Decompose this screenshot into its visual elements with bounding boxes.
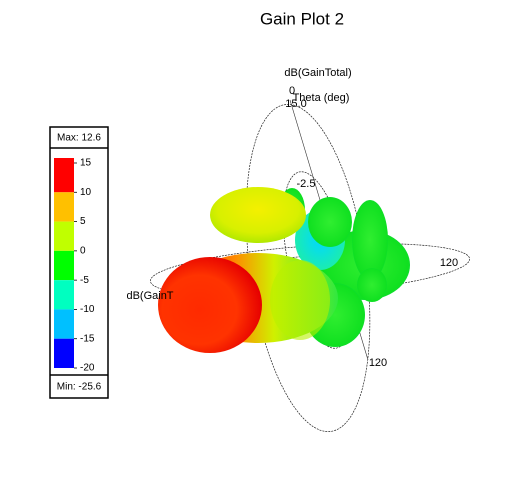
- colorbar-tick-label: 15: [80, 158, 92, 169]
- axis-text: dB(GainT: [126, 290, 173, 302]
- colorbar-band: [54, 192, 74, 222]
- colorbar-band: [54, 280, 74, 310]
- colorbar-tick-label: 10: [80, 187, 92, 198]
- colorbar-band: [54, 309, 74, 339]
- axis-text: -2.5: [297, 178, 316, 190]
- axis-label: Theta (deg): [293, 92, 350, 104]
- axis-text: 0: [289, 85, 295, 97]
- colorbar-tick-label: -5: [80, 275, 89, 286]
- colorbar-tick-label: -15: [80, 333, 95, 344]
- colorbar-band: [54, 221, 74, 251]
- colorbar-band: [54, 338, 74, 368]
- colorbar-min: Min: -25.6: [57, 382, 102, 393]
- colorbar-tick-label: 0: [80, 245, 86, 256]
- quantity-label: dB(GainTotal): [284, 67, 351, 79]
- chart-title: Gain Plot 2: [260, 9, 344, 28]
- colorbar-tick-label: -10: [80, 304, 95, 315]
- colorbar-max: Max: 12.6: [57, 133, 101, 144]
- axis-text: 120: [369, 357, 387, 369]
- colorbar-tick-label: 5: [80, 216, 86, 227]
- colorbar-band: [54, 158, 74, 193]
- radiation-pattern: [158, 187, 410, 353]
- colorbar-band: [54, 250, 74, 281]
- axis-text: 15.0: [285, 98, 306, 110]
- axis-text: 120: [440, 257, 458, 269]
- colorbar-tick-label: -20: [80, 363, 95, 374]
